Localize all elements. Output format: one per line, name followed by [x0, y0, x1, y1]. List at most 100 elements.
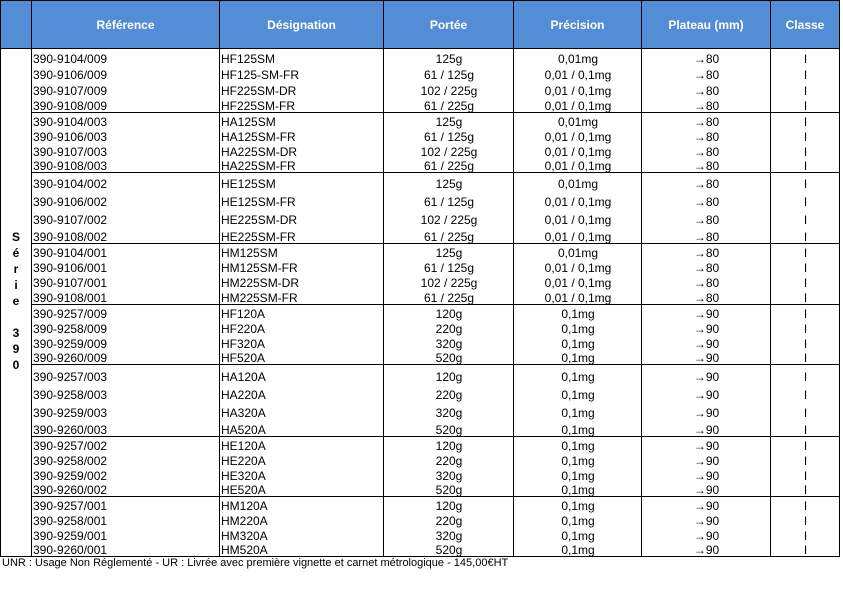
cell-classe: I	[770, 157, 840, 173]
table-row: 390-9257/001 HM120A 120g 0,1mg →90 I	[1, 496, 840, 512]
table-row: 390-9107/009 HF225SM-DR 102 / 225g 0,01 / 0…	[1, 80, 840, 97]
cell-portee: 102 / 225g	[383, 208, 514, 226]
cell-classe: I	[770, 48, 840, 65]
table-row: 390-9260/009 HF520A 520g 0,1mg →90 I	[1, 349, 840, 365]
cell-classe: I	[770, 112, 840, 128]
cell-plateau: →90	[641, 349, 771, 365]
cell-reference: 390-9108/001	[31, 289, 220, 306]
cell-designation: HM225SM-DR	[219, 274, 384, 289]
product-table: Référence Désignation Portée Précision P…	[0, 0, 840, 557]
cell-portee: 61 / 225g	[383, 289, 514, 306]
cell-reference: 390-9257/009	[31, 304, 220, 320]
cell-reference: 390-9258/001	[31, 511, 220, 527]
cell-designation: HE520A	[219, 481, 384, 497]
cell-portee: 125g	[383, 172, 514, 191]
cell-plateau: →80	[641, 96, 771, 113]
cell-portee: 520g	[383, 481, 514, 497]
cell-reference: 390-9104/001	[31, 242, 220, 259]
cell-designation: HF520A	[219, 349, 384, 365]
cell-precision: 0,01 / 0,1mg	[513, 208, 642, 226]
table-row: 390-9106/003 HA125SM-FR 61 / 125g 0,01 / 0,…	[1, 127, 840, 143]
cell-plateau: →90	[641, 541, 771, 557]
cell-plateau: →80	[641, 208, 771, 226]
header-portee: Portée	[383, 0, 514, 49]
cell-designation: HM320A	[219, 526, 384, 542]
table-row: 390-9104/001 HM125SM 125g 0,01mg →80 I	[1, 242, 840, 259]
cell-reference: 390-9107/002	[31, 208, 220, 226]
header-plateau: Plateau (mm)	[641, 0, 771, 49]
cell-designation: HA225SM-DR	[219, 142, 384, 158]
cell-classe: I	[770, 349, 840, 365]
table-row: 390-9106/009 HF125-SM-FR 61 / 125g 0,01 / 0…	[1, 64, 840, 81]
cell-reference: 390-9104/009	[31, 48, 220, 65]
cell-precision: 0,1mg	[513, 451, 642, 467]
header-reference: Référence	[31, 0, 220, 49]
table-row: 390-9258/001 HM220A 220g 0,1mg →90 I	[1, 511, 840, 527]
cell-precision: 0,1mg	[513, 526, 642, 542]
cell-reference: 390-9107/009	[31, 80, 220, 97]
cell-plateau: →90	[641, 526, 771, 542]
cell-reference: 390-9257/002	[31, 436, 220, 452]
table-row: 390-9107/001 HM225SM-DR 102 / 225g 0,01 / 0…	[1, 274, 840, 289]
header-designation: Désignation	[219, 0, 384, 49]
table-row: 390-9107/002 HE225SM-DR 102 / 225g 0,01 / 0…	[1, 208, 840, 226]
cell-designation: HE125SM	[219, 172, 384, 191]
table-row: 390-9259/002 HE320A 320g 0,1mg →90 I	[1, 466, 840, 482]
cell-precision: 0,1mg	[513, 436, 642, 452]
cell-designation: HE125SM-FR	[219, 190, 384, 208]
cell-classe: I	[770, 481, 840, 497]
cell-portee: 102 / 225g	[383, 80, 514, 97]
cell-designation: HF220A	[219, 319, 384, 335]
cell-designation: HM125SM-FR	[219, 258, 384, 274]
header-blank	[0, 0, 32, 49]
cell-classe: I	[770, 418, 840, 437]
cell-plateau: →90	[641, 511, 771, 527]
cell-classe: I	[770, 364, 840, 383]
cell-classe: I	[770, 400, 840, 419]
cell-classe: I	[770, 319, 840, 335]
table-row: 390-9259/001 HM320A 320g 0,1mg →90 I	[1, 526, 840, 542]
table-row: 390-9257/003 HA120A 120g 0,1mg →90 I	[1, 364, 840, 383]
cell-designation: HA125SM	[219, 112, 384, 128]
cell-portee: 125g	[383, 242, 514, 259]
cell-portee: 61 / 125g	[383, 127, 514, 143]
cell-portee: 120g	[383, 496, 514, 512]
cell-classe: I	[770, 289, 840, 306]
cell-plateau: →90	[641, 319, 771, 335]
table-row: 390-9106/001 HM125SM-FR 61 / 125g 0,01 / 0,…	[1, 258, 840, 274]
cell-plateau: →90	[641, 400, 771, 419]
cell-classe: I	[770, 511, 840, 527]
cell-reference: 390-9108/002	[31, 225, 220, 244]
cell-reference: 390-9260/001	[31, 541, 220, 557]
cell-portee: 61 / 225g	[383, 96, 514, 113]
table-row: 390-9257/002 HE120A 120g 0,1mg →90 I	[1, 436, 840, 452]
table-row: 390-9106/002 HE125SM-FR 61 / 125g 0,01 / 0,…	[1, 190, 840, 208]
cell-portee: 220g	[383, 319, 514, 335]
cell-precision: 0,01mg	[513, 112, 642, 128]
cell-plateau: →90	[641, 436, 771, 452]
table-row: 390-9259/009 HF320A 320g 0,1mg →90 I	[1, 334, 840, 350]
cell-reference: 390-9260/003	[31, 418, 220, 437]
cell-precision: 0,01 / 0,1mg	[513, 225, 642, 244]
cell-plateau: →80	[641, 190, 771, 208]
cell-classe: I	[770, 225, 840, 244]
cell-designation: HE225SM-FR	[219, 225, 384, 244]
cell-plateau: →80	[641, 48, 771, 65]
cell-precision: 0,1mg	[513, 382, 642, 401]
cell-portee: 61 / 225g	[383, 225, 514, 244]
cell-portee: 125g	[383, 112, 514, 128]
cell-precision: 0,1mg	[513, 541, 642, 557]
cell-precision: 0,1mg	[513, 481, 642, 497]
cell-reference: 390-9106/009	[31, 64, 220, 81]
table-row: 390-9257/009 HF120A 120g 0,1mg →90 I	[1, 304, 840, 320]
cell-precision: 0,01 / 0,1mg	[513, 274, 642, 289]
cell-portee: 102 / 225g	[383, 142, 514, 158]
cell-classe: I	[770, 208, 840, 226]
cell-designation: HF225SM-FR	[219, 96, 384, 113]
cell-classe: I	[770, 258, 840, 274]
cell-portee: 520g	[383, 418, 514, 437]
cell-classe: I	[770, 496, 840, 512]
table-row: 390-9104/003 HA125SM 125g 0,01mg →80 I	[1, 112, 840, 128]
cell-classe: I	[770, 242, 840, 259]
table-row: 390-9108/002 HE225SM-FR 61 / 225g 0,01 / 0,…	[1, 225, 840, 244]
